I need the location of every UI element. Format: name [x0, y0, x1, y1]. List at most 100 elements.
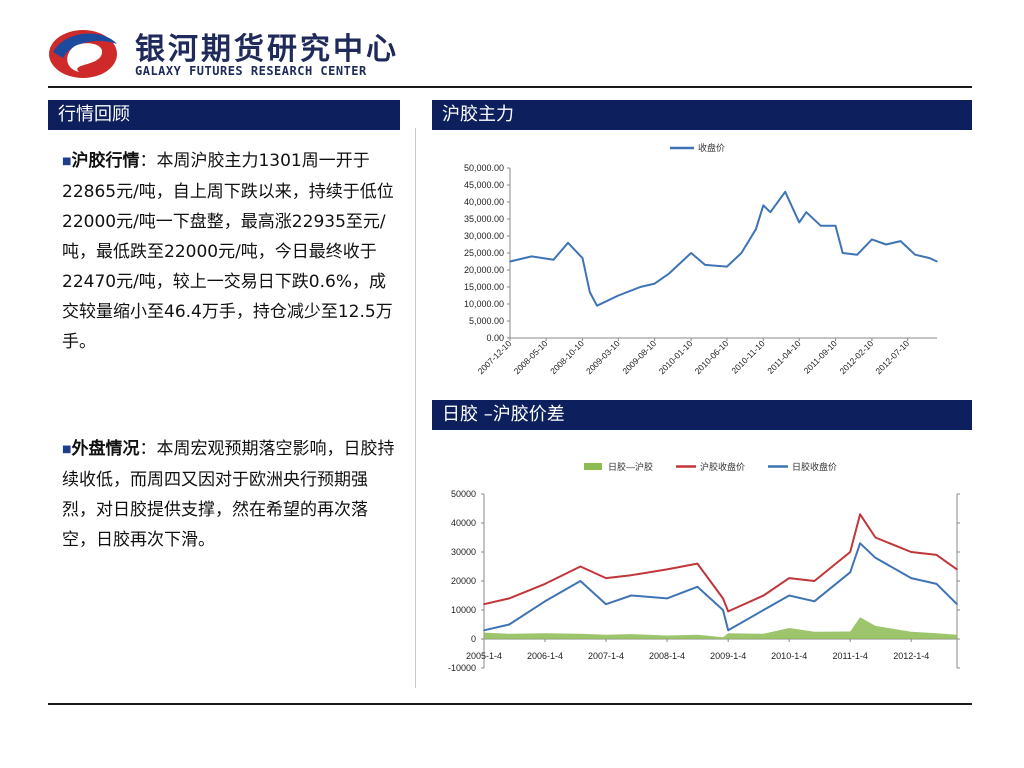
data-point [859, 513, 861, 516]
data-point [935, 554, 938, 556]
data-point [483, 629, 485, 632]
x-tick-label: 2011-04-10 [765, 338, 803, 376]
data-point [874, 536, 877, 539]
data-point [798, 221, 800, 224]
series-area-spread [484, 617, 957, 639]
shfe-market-paragraph: ■沪胶行情：本周沪胶主力1301周一开于22865元/吨，自上周下跌以来，持续于… [62, 146, 397, 357]
data-point [856, 253, 858, 256]
bottom-divider [48, 703, 972, 705]
data-point [508, 623, 511, 626]
spread-chart: 日胶—沪胶 沪胶收盘价 日胶收盘价 -10000 0 10000 20000 30000 400… [448, 461, 960, 673]
data-point [935, 583, 938, 585]
shfe-main-header: 沪胶主力 [432, 100, 972, 130]
y-tick-label: 10,000.00 [464, 299, 504, 309]
data-point [544, 600, 546, 603]
market-review-header: 行情回顾 [48, 100, 400, 130]
x-tick-label: 2010-11-10 [729, 338, 767, 376]
data-point [727, 629, 729, 632]
data-point [841, 252, 844, 254]
data-point [762, 609, 765, 611]
y-tick-label: 30,000.00 [464, 231, 504, 241]
data-point [605, 577, 607, 579]
x-tick-label: 2010-01-10 [657, 338, 695, 376]
legend-label: 收盘价 [698, 142, 725, 153]
data-point [820, 225, 822, 227]
y-left-tick-label: 30000 [451, 547, 476, 557]
y-tick-label: 35,000.00 [464, 214, 504, 224]
data-point [755, 228, 757, 230]
data-point [668, 272, 671, 275]
bullet-icon: ■ [62, 156, 72, 167]
data-point [696, 586, 699, 588]
x-tick-label: 2012-02-10 [837, 338, 875, 376]
legend-label: 日胶—沪胶 [608, 461, 653, 472]
legend-label: 日胶收盘价 [792, 461, 837, 472]
section-lead: 沪胶行情 [71, 151, 140, 171]
y-tick-label: 20,000.00 [464, 265, 504, 275]
data-point [509, 260, 511, 263]
data-point [581, 257, 584, 259]
section-colon: ： [139, 151, 157, 171]
x-tick-label: 2007-12-10 [476, 338, 514, 376]
data-point [813, 580, 816, 582]
section-body: 本周沪胶主力1301周一开于22865元/吨，自上周下跌以来，持续于低位2200… [62, 151, 394, 352]
company-logo [49, 30, 117, 78]
data-point [596, 304, 598, 307]
data-point [579, 565, 582, 568]
data-point [690, 252, 692, 254]
data-point [762, 594, 765, 597]
y-tick-label: 45,000.00 [464, 180, 504, 190]
legend-swatch [584, 463, 602, 470]
y-left-tick-label: 0 [471, 634, 476, 644]
x-tick-label: 2012-1-4 [893, 651, 929, 661]
y-tick-label: 0.00 [486, 333, 504, 343]
data-point [544, 583, 546, 585]
y-tick-label: 40,000.00 [464, 197, 504, 207]
data-point [567, 242, 569, 244]
x-tick-label: 2005-1-4 [466, 651, 502, 661]
x-tick-label: 2009-08-10 [620, 338, 658, 376]
data-point [666, 597, 668, 600]
data-point [722, 609, 724, 611]
data-point [666, 568, 668, 571]
data-point [849, 551, 851, 553]
top-divider [48, 86, 972, 88]
x-tick-label: 2007-1-4 [588, 651, 624, 661]
x-tick-label: 2011-09-10 [802, 338, 840, 376]
data-point [740, 252, 743, 254]
y-left-tick-label: 50000 [451, 489, 476, 499]
y-left-tick-label: -10000 [448, 663, 476, 673]
y-tick-label: 25,000.00 [464, 248, 504, 258]
data-point [914, 253, 916, 256]
data-point [910, 577, 913, 579]
data-point [788, 577, 790, 579]
data-point [859, 542, 861, 545]
data-point [956, 568, 958, 571]
data-point [630, 594, 633, 597]
column-divider [415, 128, 416, 688]
data-point [849, 571, 851, 574]
series-line-close-price [509, 190, 938, 307]
data-point [630, 574, 633, 576]
data-point [552, 259, 555, 261]
x-tick-label: 2010-1-4 [771, 651, 807, 661]
data-point [928, 257, 931, 259]
data-point [871, 238, 873, 241]
data-point [936, 260, 938, 263]
data-point [726, 265, 728, 268]
data-point [722, 597, 724, 600]
legend-label: 沪胶收盘价 [700, 461, 745, 472]
data-point [899, 240, 902, 242]
x-tick-label: 2008-1-4 [649, 651, 685, 661]
data-point [530, 255, 533, 258]
data-point [704, 264, 706, 266]
section-lead: 外盘情况 [71, 439, 140, 459]
y-tick-label: 15,000.00 [464, 282, 504, 292]
x-tick-label: 2008-10-10 [548, 338, 586, 376]
bullet-icon: ■ [62, 444, 72, 455]
y-tick-label: 50,000.00 [464, 163, 504, 173]
section-body: 本周宏观预期落空影响，日胶持续收低，而周四又因对于欧洲央行预期强烈，对日胶提供支… [62, 439, 395, 550]
data-point [885, 243, 887, 246]
section-colon: ： [139, 439, 157, 459]
x-tick-label: 2010-06-10 [693, 338, 731, 376]
